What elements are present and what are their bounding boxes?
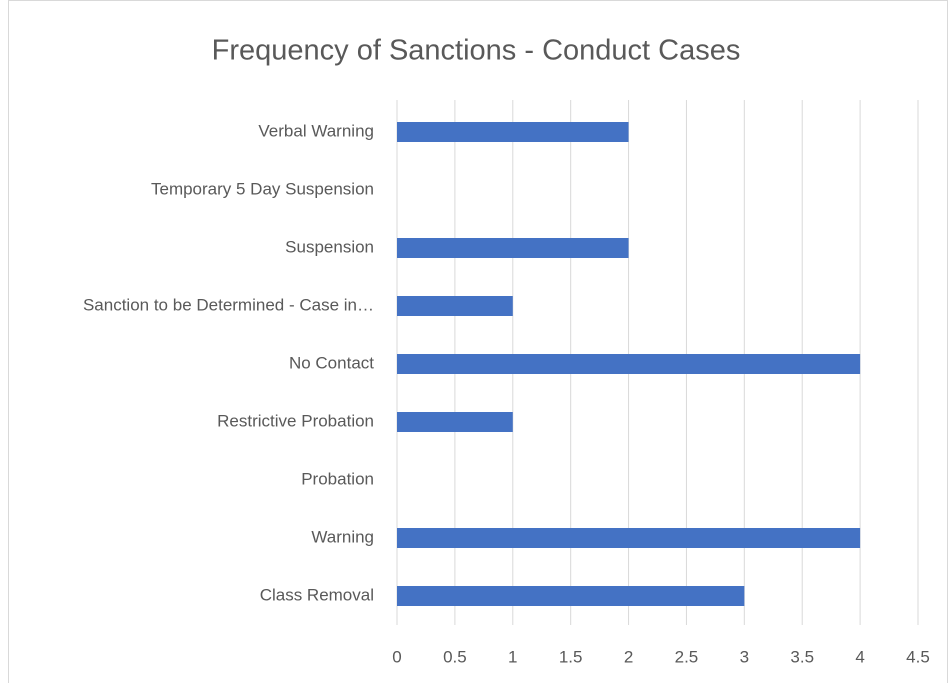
y-tick-label: Sanction to be Determined - Case in…: [83, 295, 374, 314]
chart-border: [8, 0, 948, 683]
y-tick-label: Class Removal: [260, 585, 374, 604]
y-tick-label: Probation: [301, 469, 374, 488]
x-tick-label: 3.5: [790, 647, 814, 666]
x-tick-label: 0: [392, 647, 401, 666]
y-tick-label: Suspension: [285, 237, 374, 256]
bar: [397, 122, 629, 142]
bar: [397, 412, 513, 432]
bar: [397, 586, 745, 606]
y-tick-label: Verbal Warning: [258, 121, 374, 140]
x-tick-label: 4.5: [906, 647, 930, 666]
bar: [397, 296, 513, 316]
y-tick-label: Restrictive Probation: [217, 411, 374, 430]
chart-title: Frequency of Sanctions - Conduct Cases: [212, 35, 741, 67]
x-tick-label: 0.5: [443, 647, 467, 666]
x-tick-label: 1: [508, 647, 517, 666]
bar: [397, 354, 861, 374]
x-tick-label: 2: [624, 647, 633, 666]
y-tick-label: No Contact: [289, 353, 374, 372]
x-tick-label: 3: [740, 647, 749, 666]
y-tick-label: Warning: [311, 527, 374, 546]
x-tick-label: 4: [855, 647, 864, 666]
x-tick-label: 1.5: [559, 647, 583, 666]
bar: [397, 238, 629, 258]
x-tick-label: 2.5: [675, 647, 699, 666]
bar: [397, 528, 861, 548]
y-tick-label: Temporary 5 Day Suspension: [151, 179, 374, 198]
